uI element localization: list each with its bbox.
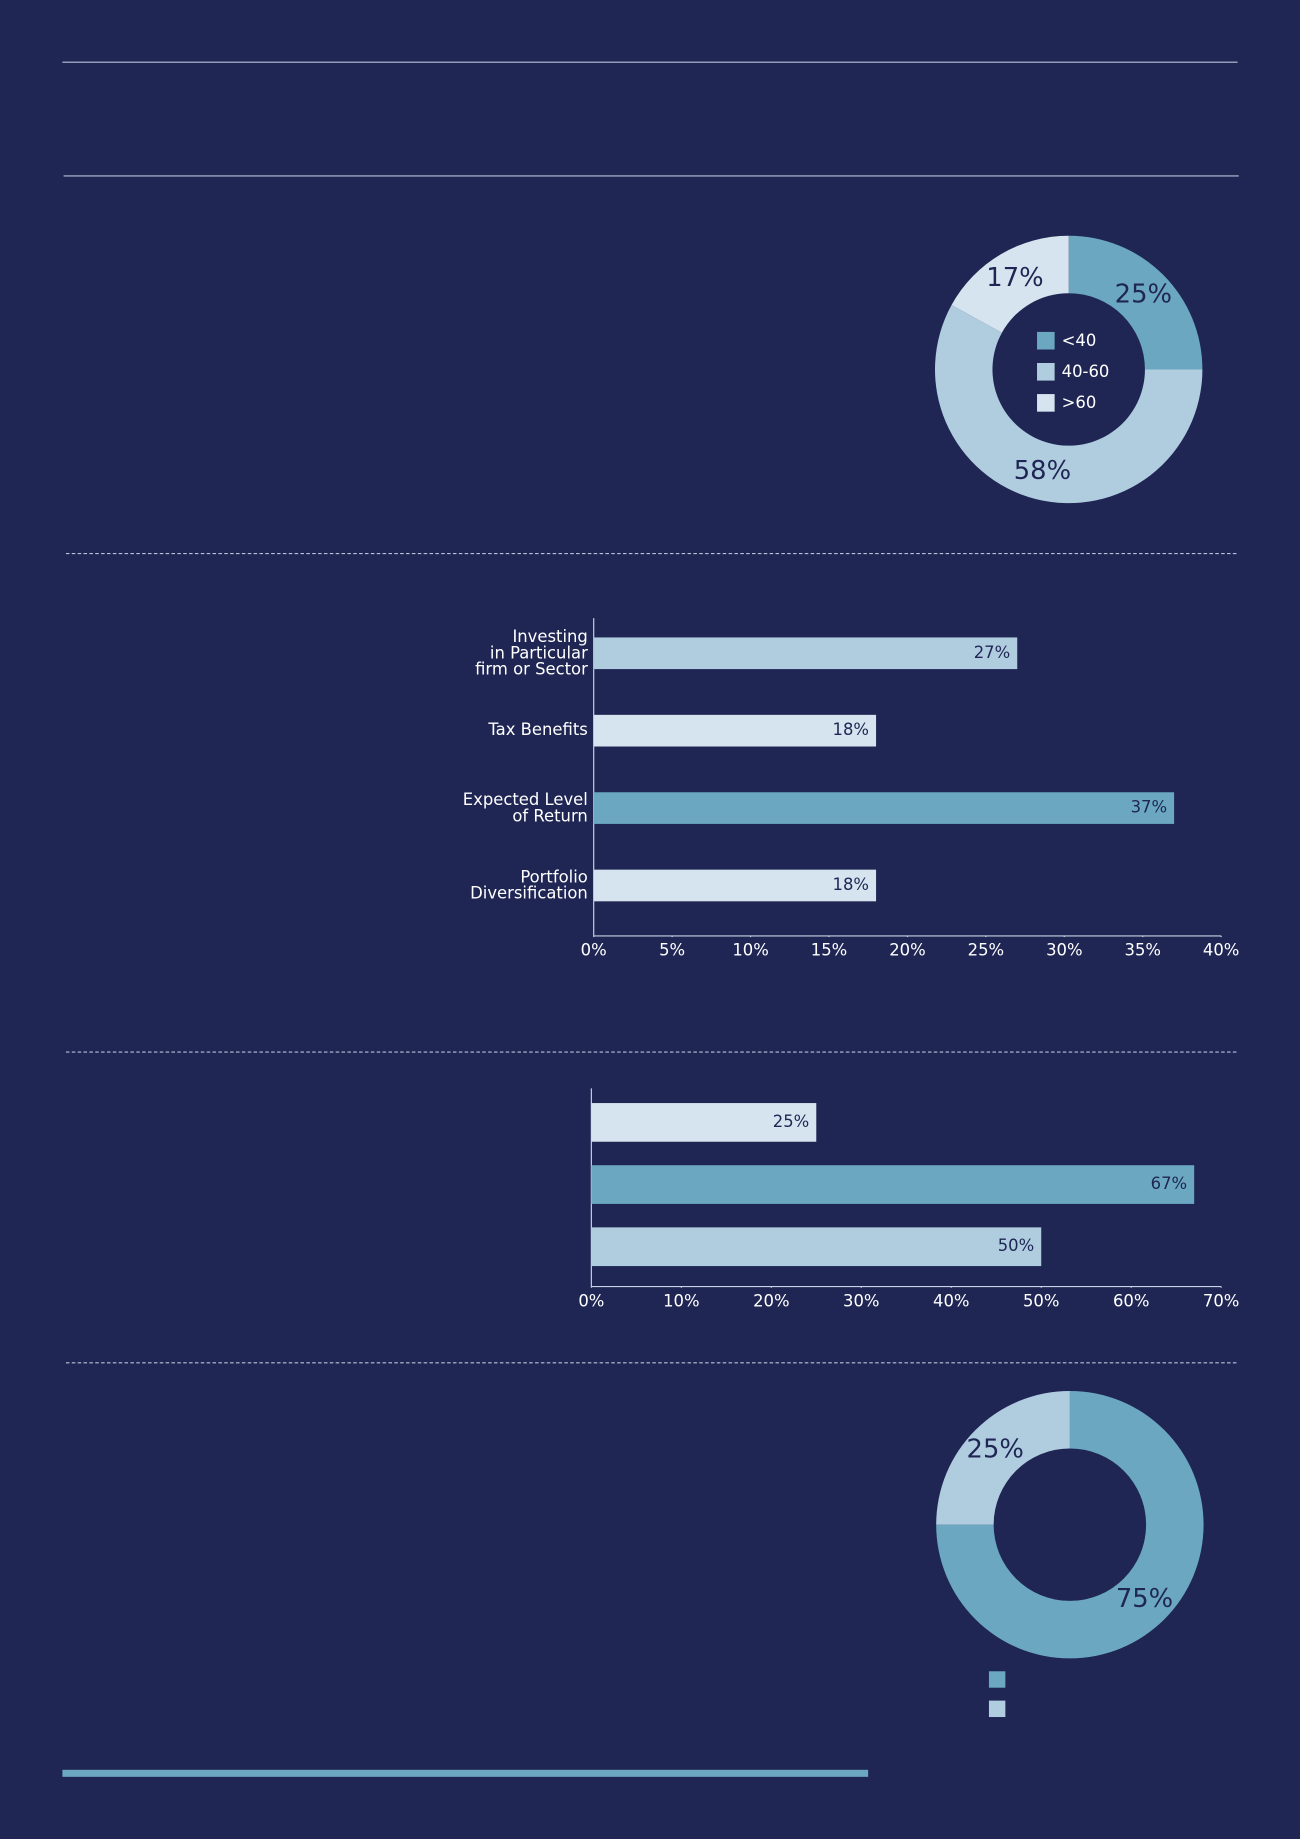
donut-segment [936, 1390, 1070, 1525]
legend-label: <40 [1062, 331, 1097, 350]
x-tick-label: 60% [1113, 1291, 1149, 1310]
bar [591, 1165, 1195, 1204]
legend-swatch [988, 1671, 1006, 1688]
x-tick-label: 5% [659, 941, 685, 960]
x-tick-label: 0% [578, 1291, 604, 1310]
data-label: 18% [833, 875, 869, 894]
x-tick-label: 40% [1203, 941, 1239, 960]
category-label: Portfolio Diversification [470, 867, 588, 902]
x-tick-label: 10% [663, 1291, 699, 1310]
x-tick-label: 25% [968, 941, 1004, 960]
data-label: 18% [833, 720, 869, 739]
accent-bar [62, 1769, 869, 1777]
bar [593, 792, 1175, 824]
data-label: 58% [1014, 456, 1071, 486]
x-tick-label: 0% [581, 941, 607, 960]
legend-swatch [988, 1700, 1006, 1718]
category-label: Investing in Particular firm or Sector [475, 626, 588, 678]
data-label: 27% [974, 643, 1010, 662]
x-tick-label: 20% [889, 941, 925, 960]
legend-swatch [1037, 331, 1055, 350]
x-tick-label: 15% [811, 941, 847, 960]
data-label: 75% [1116, 1584, 1173, 1614]
data-label: 25% [1115, 279, 1172, 309]
data-label: 25% [773, 1112, 809, 1131]
x-tick-label: 70% [1203, 1291, 1239, 1310]
legend-label: >60 [1062, 393, 1097, 412]
bar [593, 714, 877, 747]
data-label: 50% [998, 1236, 1034, 1255]
donut-segment [936, 1390, 1204, 1659]
data-label: 25% [967, 1435, 1024, 1465]
donut-segment [934, 305, 1203, 504]
bar [591, 1227, 1042, 1267]
x-tick-label: 50% [1023, 1291, 1059, 1310]
donut-segment [1068, 235, 1203, 370]
x-tick-label: 40% [933, 1291, 969, 1310]
data-label: 67% [1151, 1174, 1187, 1193]
data-label: 17% [986, 263, 1043, 293]
x-tick-label: 30% [843, 1291, 879, 1310]
legend-swatch [1037, 362, 1055, 381]
category-label: Expected Level of Return [463, 789, 588, 824]
data-label: 37% [1131, 798, 1167, 817]
x-tick-label: 35% [1125, 941, 1161, 960]
x-tick-label: 20% [753, 1291, 789, 1310]
legend-swatch [1037, 394, 1055, 412]
bar [593, 637, 1018, 670]
legend-label: 40-60 [1062, 362, 1110, 381]
bar [591, 1103, 817, 1142]
x-tick-label: 30% [1046, 941, 1082, 960]
donut-segment [951, 235, 1069, 333]
bar [593, 869, 877, 902]
category-label: Tax Benefits [487, 720, 587, 739]
x-tick-label: 10% [732, 941, 768, 960]
